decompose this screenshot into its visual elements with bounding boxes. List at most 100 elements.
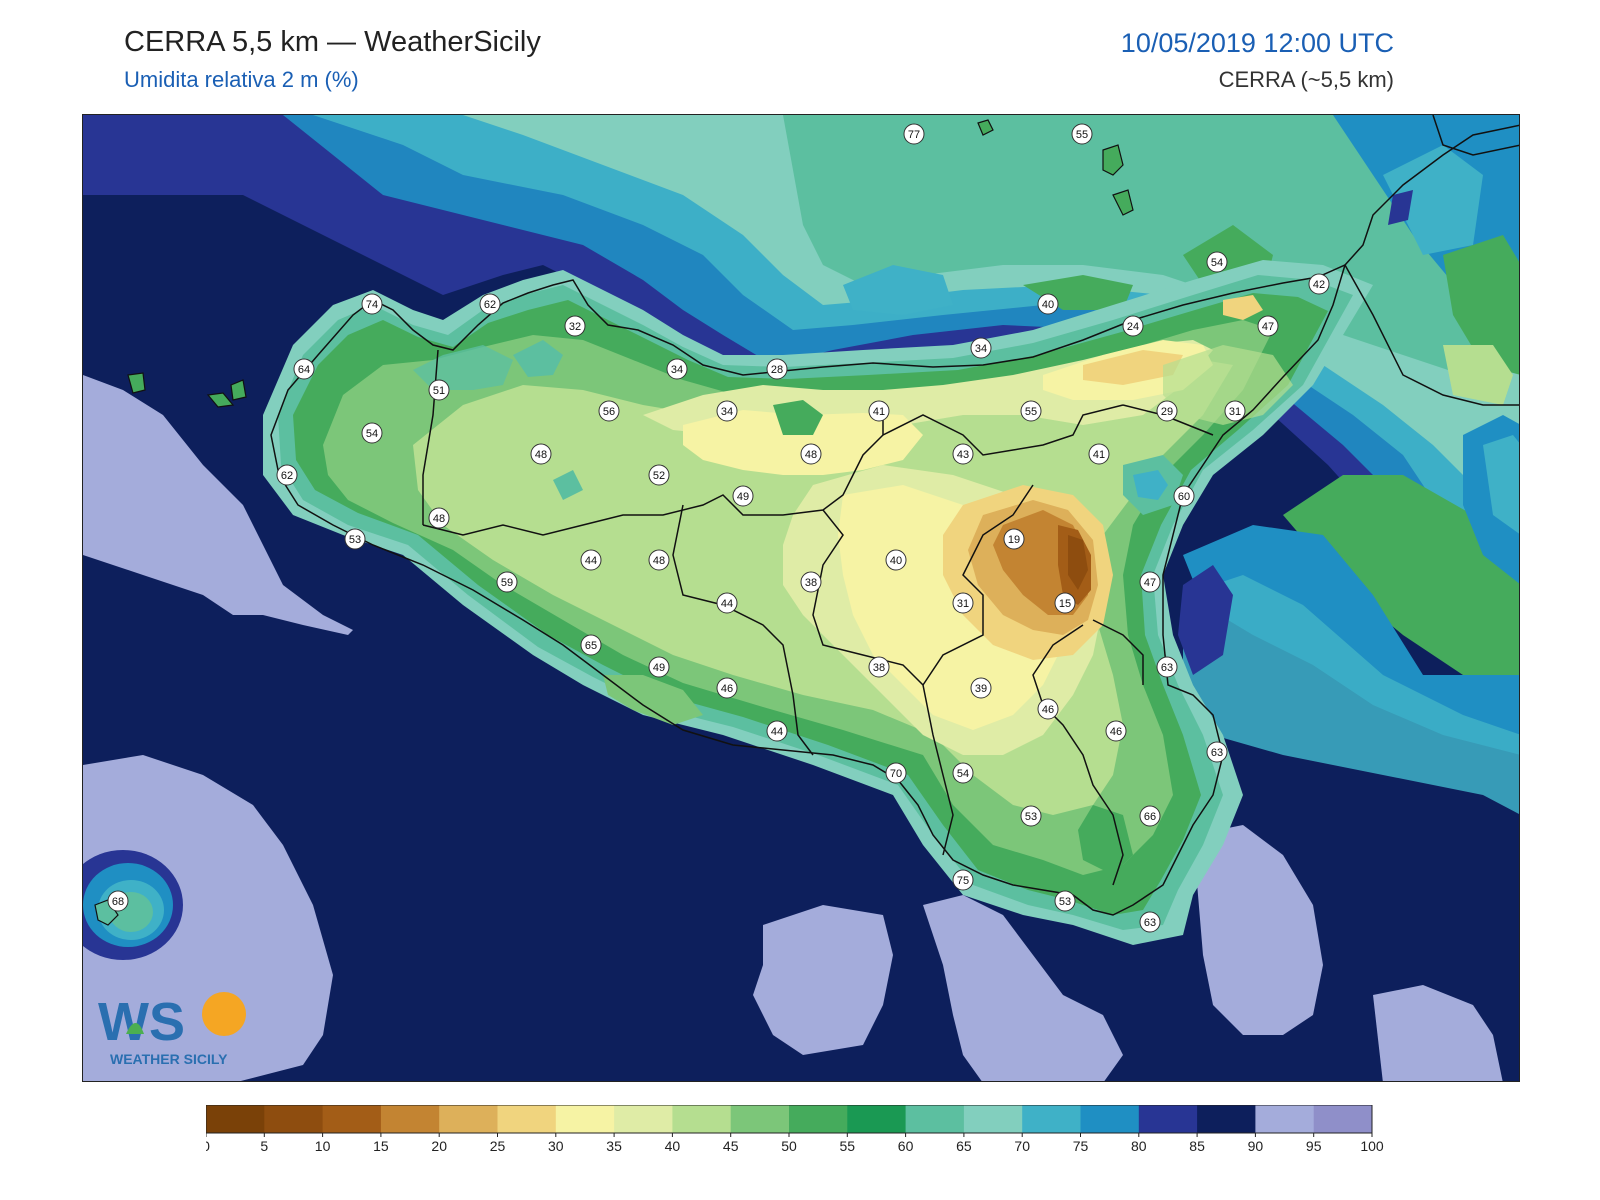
station-value: 46 — [1110, 726, 1122, 738]
station-value: 24 — [1127, 321, 1139, 333]
station-marker: 40 — [1037, 293, 1059, 315]
station-circle — [716, 677, 738, 699]
station-marker: 54 — [1206, 251, 1228, 273]
station-marker: 39 — [970, 677, 992, 699]
station-value: 40 — [1042, 299, 1054, 311]
station-value: 63 — [1211, 747, 1223, 759]
colorbar-tick-label: 70 — [1014, 1138, 1030, 1154]
station-marker: 74 — [361, 293, 383, 315]
station-circle — [1020, 805, 1042, 827]
station-marker: 60 — [1173, 485, 1195, 507]
leaf-icon — [126, 1023, 144, 1034]
station-marker: 40 — [885, 549, 907, 571]
station-circle — [800, 571, 822, 593]
station-marker: 46 — [1037, 698, 1059, 720]
logo-big-text: WS — [98, 992, 185, 1052]
colorbar-tick-label: 85 — [1189, 1138, 1205, 1154]
station-marker: 77 — [903, 123, 925, 145]
colorbar-tick-label: 55 — [840, 1138, 856, 1154]
station-marker: 47 — [1257, 315, 1279, 337]
station-value: 75 — [957, 875, 969, 887]
station-value: 48 — [433, 513, 445, 525]
station-value: 40 — [890, 555, 902, 567]
station-marker: 55 — [1020, 400, 1042, 422]
station-circle — [1054, 592, 1076, 614]
station-value: 41 — [1093, 449, 1105, 461]
station-marker: 31 — [1224, 400, 1246, 422]
colorbar-swatch — [1022, 1105, 1081, 1133]
station-marker: 34 — [716, 400, 738, 422]
station-marker: 54 — [952, 762, 974, 784]
sea-fields — [83, 115, 1519, 1081]
station-circle — [1224, 400, 1246, 422]
station-circle — [1173, 485, 1195, 507]
colorbar-swatch — [905, 1105, 965, 1133]
colorbar-swatch — [1080, 1105, 1140, 1133]
station-circle — [530, 443, 552, 465]
colorbar-swatch — [1138, 1105, 1198, 1133]
station-circle — [952, 869, 974, 891]
station-circle — [428, 379, 450, 401]
colorbar-tick-label: 5 — [260, 1138, 268, 1154]
station-circle — [580, 634, 602, 656]
weathersicily-logo: WS WEATHER SICILY — [96, 982, 256, 1072]
station-value: 28 — [771, 364, 783, 376]
colorbar-tick-label: 100 — [1360, 1138, 1384, 1154]
station-value: 38 — [873, 662, 885, 674]
station-value: 38 — [805, 577, 817, 589]
station-marker: 28 — [766, 358, 788, 380]
station-marker: 53 — [344, 528, 366, 550]
colorbar-swatch — [789, 1105, 848, 1133]
station-value: 51 — [433, 385, 445, 397]
colorbar-tick-label: 35 — [606, 1138, 622, 1154]
station-circle — [344, 528, 366, 550]
station-value: 41 — [873, 406, 885, 418]
colorbar-swatch — [847, 1105, 907, 1133]
land-humidity-fields — [263, 260, 1373, 945]
station-circle — [276, 464, 298, 486]
station-circle — [1206, 741, 1228, 763]
station-value: 44 — [585, 555, 597, 567]
station-marker: 62 — [479, 293, 501, 315]
station-value: 47 — [1262, 321, 1274, 333]
station-marker: 68 — [107, 890, 129, 912]
station-circle — [479, 293, 501, 315]
station-value: 44 — [721, 598, 733, 610]
station-circle — [1122, 315, 1144, 337]
colorbar-swatch — [1313, 1105, 1373, 1133]
colorbar-swatch — [206, 1105, 265, 1133]
colorbar-swatch — [614, 1105, 673, 1133]
station-circle — [107, 890, 129, 912]
station-circle — [885, 549, 907, 571]
station-circle — [1206, 251, 1228, 273]
station-circle — [1037, 698, 1059, 720]
colorbar-tick-label: 95 — [1306, 1138, 1322, 1154]
colorbar-tick-label: 10 — [315, 1138, 331, 1154]
station-value: 60 — [1178, 491, 1190, 503]
station-circle — [648, 549, 670, 571]
colorbar-tick-label: 25 — [490, 1138, 506, 1154]
station-value: 54 — [1211, 257, 1223, 269]
humidity-map[interactable]: 77 55 74 62 32 54 42 40 24 47 64 51 34 28 34 54 56 34 41 55… — [82, 114, 1520, 1082]
station-marker: 47 — [1139, 571, 1161, 593]
logo-small-text: WEATHER SICILY — [110, 1051, 228, 1067]
station-marker: 48 — [530, 443, 552, 465]
station-circle — [361, 293, 383, 315]
colorbar-tick-label: 0 — [206, 1138, 210, 1154]
colorbar-tick-label: 45 — [723, 1138, 739, 1154]
station-value: 43 — [957, 449, 969, 461]
station-marker: 49 — [648, 656, 670, 678]
station-value: 46 — [1042, 704, 1054, 716]
station-circle — [716, 592, 738, 614]
station-circle — [564, 315, 586, 337]
station-value: 54 — [957, 768, 969, 780]
station-value: 62 — [281, 470, 293, 482]
station-marker: 51 — [428, 379, 450, 401]
colorbar-swatch — [497, 1105, 557, 1133]
station-value: 65 — [585, 640, 597, 652]
colorbar-swatch — [1197, 1105, 1256, 1133]
station-circle — [1105, 720, 1127, 742]
station-marker: 41 — [868, 400, 890, 422]
colorbar-tick-label: 20 — [431, 1138, 447, 1154]
station-marker: 63 — [1206, 741, 1228, 763]
